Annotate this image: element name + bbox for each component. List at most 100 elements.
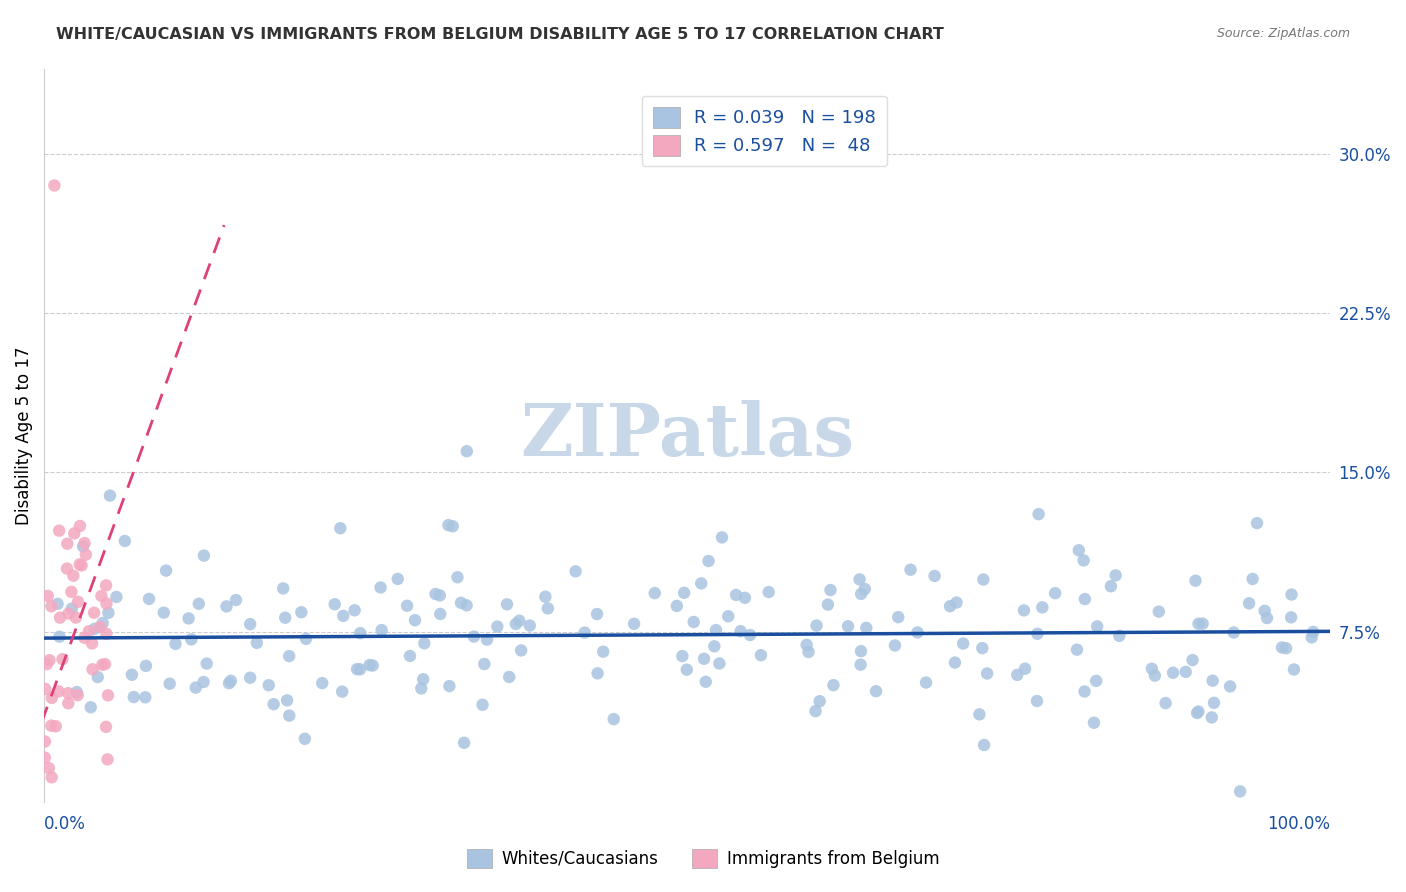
Point (1085, 619, 1108, 633)
Point (34, 750, 56, 764)
Point (187, 597, 209, 611)
Point (437, 518, 460, 533)
Point (1143, 668, 1166, 682)
Point (1279, 610, 1302, 624)
Point (1174, 665, 1197, 679)
Point (471, 698, 494, 712)
Point (412, 672, 434, 686)
Point (510, 643, 533, 657)
Point (1028, 507, 1050, 521)
Point (1140, 662, 1163, 676)
Point (900, 563, 922, 577)
Point (1073, 684, 1095, 698)
Point (644, 586, 666, 600)
Point (343, 603, 366, 617)
Point (1187, 616, 1209, 631)
Point (1085, 673, 1108, 688)
Point (1201, 710, 1223, 724)
Point (887, 610, 910, 624)
Point (246, 636, 269, 650)
Point (537, 601, 560, 615)
Point (121, 667, 143, 681)
Point (67, 595, 90, 609)
Point (1202, 696, 1225, 710)
Point (849, 657, 872, 672)
Point (294, 731, 316, 746)
Point (60, 601, 83, 615)
Point (219, 673, 242, 688)
Point (41, 690, 63, 705)
Point (976, 666, 998, 681)
Point (396, 599, 419, 613)
Point (952, 636, 974, 650)
Point (682, 615, 704, 629)
Point (96, 627, 118, 641)
Point (797, 645, 820, 659)
Point (91, 657, 114, 672)
Point (855, 621, 877, 635)
Point (429, 607, 451, 621)
Point (91, 615, 114, 630)
Point (37, 589, 59, 603)
Point (592, 645, 614, 659)
Point (450, 596, 472, 610)
Point (346, 662, 368, 676)
Point (837, 619, 859, 633)
Point (586, 607, 609, 621)
Point (972, 641, 994, 656)
Point (257, 678, 280, 692)
Point (1191, 616, 1213, 631)
Point (453, 736, 475, 750)
Point (349, 626, 371, 640)
Point (51, 652, 73, 666)
Point (73, 631, 96, 645)
Point (177, 611, 200, 625)
Point (973, 738, 995, 752)
Point (152, 606, 174, 620)
Point (817, 598, 839, 612)
Point (65, 610, 87, 624)
Point (89, 620, 111, 634)
Point (498, 670, 520, 684)
Point (1219, 680, 1241, 694)
Point (105, 590, 128, 604)
Point (387, 572, 409, 586)
Point (290, 605, 312, 619)
Point (1074, 592, 1097, 607)
Point (508, 614, 530, 628)
Point (623, 616, 645, 631)
Point (35, 657, 58, 672)
Point (820, 582, 842, 597)
Point (218, 676, 240, 690)
Point (69, 519, 91, 533)
Point (472, 657, 495, 671)
Legend: Whites/Caucasians, Immigrants from Belgium: Whites/Caucasians, Immigrants from Belgi… (460, 842, 946, 875)
Point (849, 587, 872, 601)
Point (404, 613, 426, 627)
Point (1229, 784, 1251, 798)
Text: ZIPatlas: ZIPatlas (520, 400, 853, 471)
Point (446, 570, 468, 584)
Point (796, 638, 818, 652)
Point (411, 681, 433, 696)
Point (1014, 662, 1036, 676)
Legend: R = 0.039   N = 198, R = 0.597   N =  48: R = 0.039 N = 198, R = 0.597 N = 48 (641, 95, 887, 167)
Point (848, 573, 870, 587)
Point (1161, 665, 1184, 680)
Point (915, 675, 938, 690)
Point (441, 519, 464, 533)
Point (709, 657, 731, 671)
Point (749, 648, 772, 662)
Point (184, 681, 207, 695)
Point (475, 632, 498, 647)
Point (122, 690, 145, 704)
Point (1066, 642, 1088, 657)
Point (1222, 625, 1244, 640)
Point (429, 589, 451, 603)
Point (738, 628, 761, 642)
Point (49, 610, 72, 624)
Point (730, 624, 752, 639)
Point (1275, 641, 1298, 656)
Point (675, 663, 697, 677)
Point (193, 549, 215, 563)
